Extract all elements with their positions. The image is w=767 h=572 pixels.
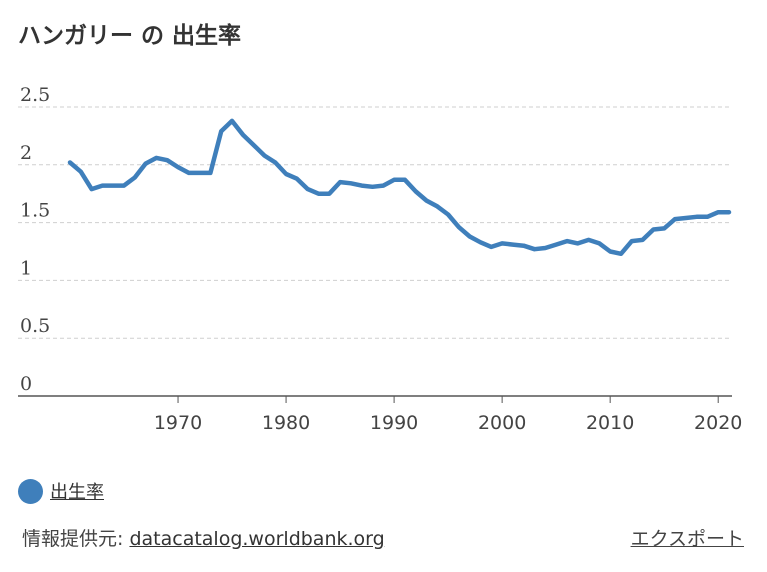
data-point[interactable] (561, 235, 573, 247)
data-point[interactable] (691, 211, 703, 223)
data-point[interactable] (75, 166, 87, 178)
line-chart: 0 0.5 1 1.5 2 2.5 1970 1980 1990 2000 2010 2020 (18, 84, 742, 434)
data-point[interactable] (150, 152, 162, 164)
chart-title: ハンガリー の 出生率 (18, 23, 242, 49)
data-point[interactable] (529, 243, 541, 255)
data-point[interactable] (583, 234, 595, 246)
data-point[interactable] (399, 174, 411, 186)
data-point[interactable] (518, 240, 530, 252)
data-point[interactable] (485, 241, 497, 253)
source-prefix: 情報提供元: (22, 528, 130, 550)
data-point[interactable] (701, 211, 713, 223)
data-point[interactable] (507, 239, 519, 251)
legend[interactable]: 出生率 (18, 478, 104, 504)
x-tick-label: 2000 (478, 412, 526, 434)
data-point[interactable] (129, 172, 141, 184)
export-link[interactable]: エクスポート (630, 528, 744, 550)
y-tick-label: 0 (20, 373, 32, 395)
y-tick-label: 1 (20, 257, 32, 279)
data-point[interactable] (215, 125, 227, 137)
grid-lines (18, 106, 732, 339)
data-point[interactable] (669, 213, 681, 225)
data-point[interactable] (107, 180, 119, 192)
y-tick-label: 2.5 (20, 84, 50, 106)
data-point[interactable] (626, 235, 638, 247)
data-point[interactable] (302, 183, 314, 195)
data-point[interactable] (464, 230, 476, 242)
y-tick-label: 0.5 (20, 315, 50, 337)
data-point[interactable] (723, 206, 735, 218)
data-point[interactable] (637, 234, 649, 246)
x-tick-label: 2010 (586, 412, 634, 434)
data-point[interactable] (258, 150, 270, 162)
data-point[interactable] (475, 236, 487, 248)
x-tick-label: 1990 (370, 412, 418, 434)
legend-marker (18, 478, 43, 504)
data-point[interactable] (442, 209, 454, 221)
y-tick-label: 1.5 (20, 200, 50, 222)
x-tick-label: 1980 (262, 412, 310, 434)
data-point[interactable] (712, 206, 724, 218)
data-point[interactable] (431, 200, 443, 212)
y-tick-label: 2 (20, 142, 32, 164)
data-point[interactable] (647, 224, 659, 236)
data-point[interactable] (96, 180, 108, 192)
data-point[interactable] (539, 242, 551, 254)
data-point[interactable] (680, 212, 692, 224)
data-point[interactable] (194, 167, 206, 179)
data-point[interactable] (334, 176, 346, 188)
data-point[interactable] (658, 222, 670, 234)
data-point[interactable] (64, 156, 76, 168)
data-point[interactable] (248, 139, 260, 151)
data-point[interactable] (410, 185, 422, 197)
data-point[interactable] (226, 115, 238, 127)
x-tick-label: 2020 (694, 412, 742, 434)
legend-label[interactable]: 出生率 (50, 482, 104, 503)
series-group (64, 115, 735, 260)
data-point[interactable] (388, 174, 400, 186)
x-tick-label: 1970 (154, 412, 202, 434)
series-line (67, 118, 732, 257)
data-point[interactable] (118, 180, 130, 192)
data-point[interactable] (161, 154, 173, 166)
data-point[interactable] (421, 195, 433, 207)
data-point[interactable] (604, 246, 616, 258)
data-point[interactable] (356, 180, 368, 192)
data-point[interactable] (366, 181, 378, 193)
data-point[interactable] (323, 188, 335, 200)
data-point[interactable] (237, 129, 249, 141)
data-point[interactable] (280, 168, 292, 180)
data-point[interactable] (453, 221, 465, 233)
data-point[interactable] (140, 158, 152, 170)
data-point[interactable] (615, 248, 627, 260)
source-attribution: 情報提供元: datacatalog.worldbank.org (22, 524, 385, 551)
data-point[interactable] (269, 156, 281, 168)
source-link[interactable]: datacatalog.worldbank.org (129, 528, 385, 550)
data-point[interactable] (572, 237, 584, 249)
data-point[interactable] (496, 237, 508, 249)
y-axis-ticks: 0 0.5 1 1.5 2 2.5 (20, 84, 50, 395)
data-point[interactable] (183, 167, 195, 179)
data-point[interactable] (345, 177, 357, 189)
x-axis: 1970 1980 1990 2000 2010 2020 (18, 395, 742, 434)
data-point[interactable] (550, 239, 562, 251)
data-point[interactable] (377, 180, 389, 192)
data-point[interactable] (204, 167, 216, 179)
data-point[interactable] (291, 173, 303, 185)
data-point[interactable] (172, 161, 184, 173)
data-point[interactable] (593, 237, 605, 249)
data-point[interactable] (312, 188, 324, 200)
data-point[interactable] (86, 183, 98, 195)
